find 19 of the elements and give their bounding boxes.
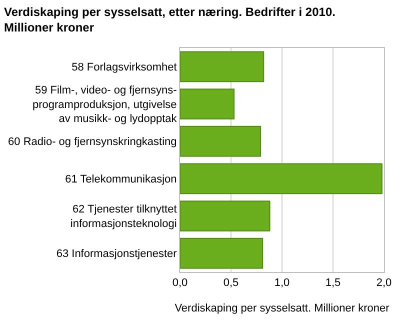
x-tick-label: 1,5 — [325, 277, 341, 290]
y-tick-label: 60 Radio- og fjernsynskringkasting — [8, 136, 177, 148]
x-tick-label: 2,0 — [376, 277, 392, 290]
y-tick-label: 63 Informasjonstjenester — [56, 248, 178, 260]
x-axis-title: Verdiskaping per sysselsatt. Millioner kroner — [174, 302, 390, 314]
y-tick-label: 59 Film-, video- og fjernsyns- programproduksjon, utgivelse av musikk- og lydopptak — [32, 84, 178, 126]
bar — [180, 51, 264, 82]
bar — [180, 163, 382, 194]
x-tick-label: 0,0 — [172, 277, 188, 290]
y-tick-label: 62 Tjenester tilknyttet informasjonsteknologi — [70, 204, 177, 230]
chart-title: Verdiskaping per sysselsatt, etter næring. Bedrifter i 2010. Millioner kroner — [4, 5, 336, 35]
x-tick-label: 0,5 — [223, 277, 239, 290]
y-tick-label: 61 Telekommunikasjon — [65, 174, 177, 186]
y-tick-label: 58 Forlagsvirksomhet — [72, 62, 177, 74]
bar — [180, 200, 270, 232]
x-tick-label: 1,0 — [274, 277, 290, 290]
bar — [180, 88, 235, 120]
bar — [180, 126, 262, 157]
bar — [180, 238, 264, 269]
